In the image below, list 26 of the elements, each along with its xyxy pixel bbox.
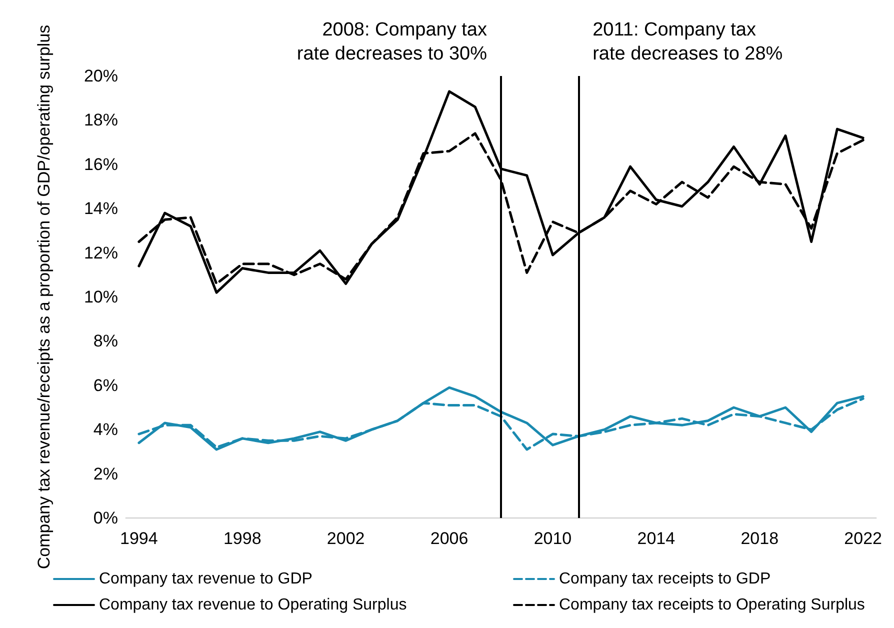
x-tick-label: 2014	[637, 529, 676, 548]
legend-label: Company tax revenue to GDP	[99, 570, 312, 588]
y-tick-label: 8%	[93, 332, 118, 351]
ref-line-label: 2011: Company tax rate decreases to 28%	[592, 20, 783, 64]
y-axis-title: Company tax revenue/receipts as a proportion of GDP/operating surplus	[34, 24, 54, 570]
x-tick-label: 2006	[430, 529, 468, 548]
legend-label: Company tax revenue to Operating Surplus	[99, 596, 407, 614]
x-tick-label: 2022	[844, 529, 882, 548]
y-tick-label: 18%	[84, 110, 118, 130]
y-tick-label: 14%	[84, 199, 118, 218]
y-tick-label: 2%	[93, 464, 118, 484]
y-tick-label: 6%	[93, 376, 118, 395]
y-tick-label: 12%	[84, 243, 118, 262]
y-tick-label: 16%	[84, 154, 118, 174]
y-tick-label: 10%	[84, 288, 118, 306]
x-tick-label: 2018	[740, 529, 779, 548]
x-tick-label: 2010	[534, 529, 572, 548]
y-tick-label: 20%	[84, 66, 118, 86]
x-tick-label: 2002	[326, 529, 365, 548]
legend-label: Company tax receipts to GDP	[559, 570, 771, 588]
x-tick-label: 1994	[120, 529, 158, 548]
x-tick-label: 1998	[223, 529, 262, 548]
y-tick-label: 4%	[93, 420, 118, 440]
legend-label: Company tax receipts to Operating Surplus	[559, 596, 865, 614]
ref-line-label: 2008: Company tax rate decreases to 30%	[296, 20, 488, 64]
y-tick-label: 0%	[93, 508, 118, 528]
